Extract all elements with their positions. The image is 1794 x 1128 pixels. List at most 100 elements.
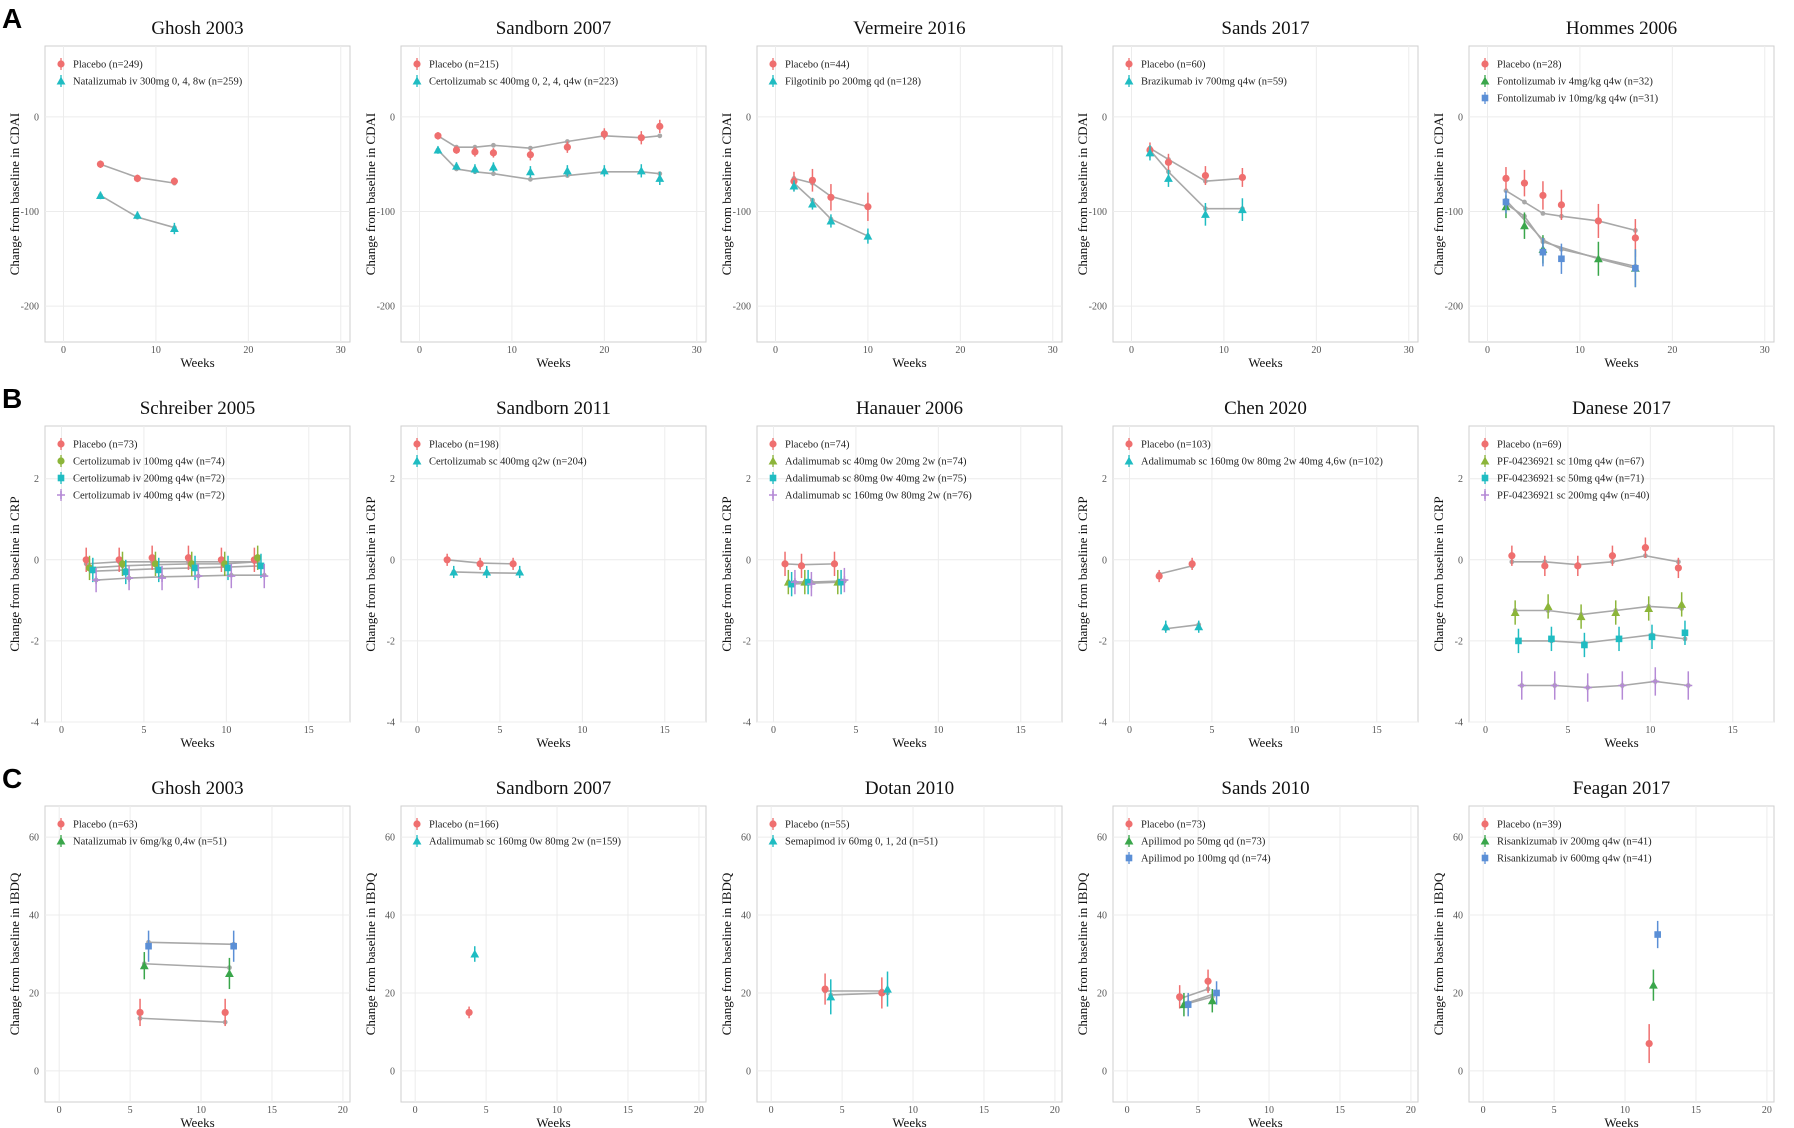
x-tick-label: 10 [577,725,587,736]
x-tick-label: 15 [267,1105,277,1116]
data-point [254,554,262,562]
data-point [1576,612,1586,621]
data-point [1594,217,1602,225]
data-point [1539,191,1547,200]
legend-key [1124,456,1134,465]
data-point [465,1008,473,1017]
data-point [1164,173,1173,182]
legend-label: Placebo (n=39) [1497,820,1562,831]
data-point [169,224,179,233]
legend-key [413,440,421,448]
legend-key [1125,60,1133,68]
x-tick-label: 15 [1372,725,1382,736]
y-tick-label: -200 [1089,302,1107,313]
data-point [637,134,645,142]
y-axis-title: Change from baseline in IBDQ [1431,872,1446,1035]
data-point [525,167,535,176]
data-point [489,162,498,171]
y-tick-label: -2 [387,636,395,647]
panel-title: Sandborn 2011 [496,398,611,419]
x-tick-label: 10 [1219,345,1229,356]
x-tick-label: 10 [552,1105,562,1116]
data-point [883,984,892,993]
data-point [1145,148,1155,157]
data-point [1515,637,1522,645]
y-tick-label: 40 [1453,911,1463,922]
y-tick-label: 0 [34,1066,39,1077]
legend-label: Placebo (n=44) [785,60,850,71]
legend-label: Placebo (n=73) [73,440,138,451]
x-axis-title: Weeks [536,355,570,370]
y-tick-label: 60 [385,833,395,844]
fit-line [793,182,869,237]
legend-key [1124,836,1134,845]
data-point [194,572,203,581]
legend-key [56,836,66,845]
data-point [1502,198,1510,206]
legend-label: Adalimumab sc 160mg 0w 80mg 2w (n=76) [785,491,972,502]
data-point [808,199,817,208]
x-tick-label: 5 [141,725,146,736]
x-tick-label: 30 [1048,345,1058,356]
fit-point [1540,210,1546,216]
x-tick-label: 10 [196,1105,206,1116]
fit-line [830,992,888,996]
legend-key [1125,820,1133,828]
x-tick-label: 20 [599,345,609,356]
x-tick-label: 10 [151,345,161,356]
panel-3: Sands 2017 0 10 20 30 0 -100 -200 Weeks Change fr… [1075,18,1419,370]
x-tick-label: 15 [1335,1105,1345,1116]
data-point [1654,931,1661,938]
y-axis-title: Change from baseline in CRP [363,496,378,651]
data-point [781,560,789,568]
x-tick-label: 10 [933,725,943,736]
legend-label: PF-04236921 sc 10mg q4w (n=67) [1497,457,1645,468]
y-axis-title: Change from baseline in IBDQ [1075,872,1090,1035]
legend-key [1125,440,1133,448]
data-point [1184,1001,1192,1008]
plot-area [756,45,1063,343]
x-tick-label: 5 [1552,1105,1557,1116]
data-point [1649,980,1658,989]
data-point [1204,977,1212,985]
fit-line [1518,634,1686,644]
x-tick-label: 5 [840,1105,845,1116]
legend-key [1481,60,1489,68]
data-point [89,566,97,574]
data-point [122,568,130,576]
legend-key [1481,854,1489,862]
fit-line [784,563,835,566]
x-tick-label: 20 [1050,1105,1060,1116]
data-point [260,572,269,581]
legend-label: Placebo (n=215) [429,60,499,71]
data-point [1201,209,1210,218]
data-point [863,231,873,240]
y-tick-label: 20 [385,988,395,999]
y-tick-label: 40 [29,911,39,922]
data-point [96,191,105,199]
y-tick-label: -100 [377,207,395,218]
x-tick-label: 5 [497,725,502,736]
x-tick-label: 0 [413,1105,418,1116]
legend-label: Apilimod po 50mg qd (n=73) [1141,837,1266,848]
data-point [489,149,498,157]
legend-key [1125,854,1133,862]
data-point [1641,544,1650,552]
data-point [1581,641,1588,649]
legend-label: Placebo (n=55) [785,820,850,831]
y-tick-label: -2 [1099,636,1107,647]
data-point [600,130,608,138]
data-point [1651,677,1660,686]
plot-area [1468,425,1775,723]
data-point [1684,681,1693,690]
fit-point [491,171,496,177]
fit-line [1521,680,1689,689]
data-point [821,985,829,993]
x-axis-title: Weeks [1248,1115,1282,1128]
data-point [158,574,167,583]
legend-key [1480,456,1490,465]
data-point [1188,560,1196,568]
fit-line [1505,190,1636,232]
data-point [1644,604,1654,612]
